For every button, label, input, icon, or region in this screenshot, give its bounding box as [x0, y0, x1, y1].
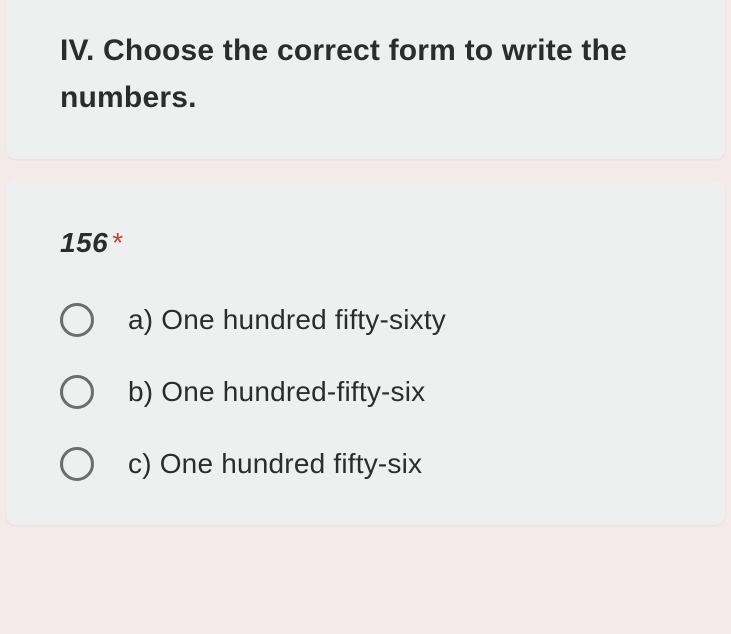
question-number: 156 — [60, 227, 108, 258]
radio-icon[interactable] — [60, 375, 94, 409]
option-label: a) One hundred fifty-sixty — [128, 304, 446, 336]
question-heading: 156* — [60, 227, 685, 259]
option-b[interactable]: b) One hundred-fifty-six — [60, 375, 685, 409]
radio-icon[interactable] — [60, 303, 94, 337]
option-label: c) One hundred fifty-six — [128, 448, 422, 480]
required-asterisk: * — [112, 227, 123, 258]
option-c[interactable]: c) One hundred fifty-six — [60, 447, 685, 481]
question-card: 156* a) One hundred fifty-sixty b) One h… — [6, 181, 725, 525]
option-label: b) One hundred-fifty-six — [128, 376, 425, 408]
options-group: a) One hundred fifty-sixty b) One hundre… — [60, 303, 685, 481]
instruction-card: IV. Choose the correct form to write the… — [6, 0, 725, 159]
radio-icon[interactable] — [60, 447, 94, 481]
instruction-text: IV. Choose the correct form to write the… — [60, 28, 685, 121]
option-a[interactable]: a) One hundred fifty-sixty — [60, 303, 685, 337]
